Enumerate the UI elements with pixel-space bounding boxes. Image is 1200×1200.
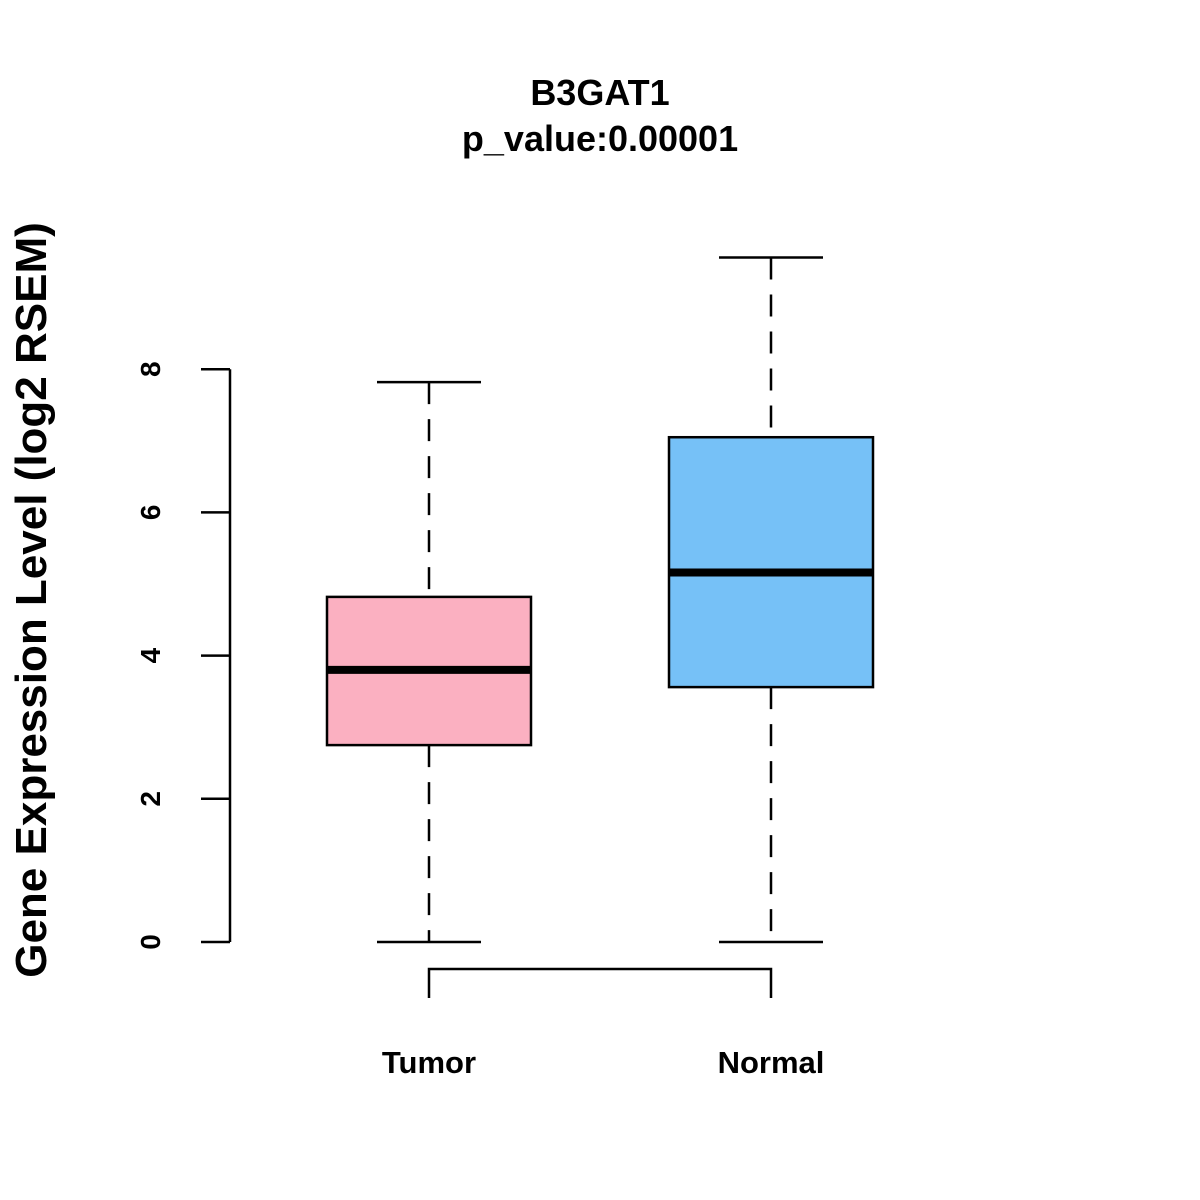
box-series xyxy=(325,256,875,944)
category-labels: Tumor Normal xyxy=(382,1045,824,1080)
y-tick-label-6: 6 xyxy=(135,505,166,521)
y-axis-label: Gene Expression Level (log2 RSEM) xyxy=(7,222,56,978)
normal-iqr-box xyxy=(667,435,875,689)
y-tick-label-4: 4 xyxy=(135,647,166,663)
y-axis: 0 2 4 6 8 xyxy=(135,361,232,950)
x-category-label-tumor: Tumor xyxy=(382,1045,476,1080)
y-tick-label-8: 8 xyxy=(135,361,166,377)
x-category-label-normal: Normal xyxy=(718,1045,825,1080)
comparison-bracket xyxy=(427,967,773,998)
bracket-line xyxy=(427,967,773,998)
y-tick-label-2: 2 xyxy=(135,791,166,807)
chart-title: B3GAT1 xyxy=(530,72,669,113)
chart-subtitle: p_value:0.00001 xyxy=(462,118,738,159)
box-tumor xyxy=(325,380,533,944)
box-normal xyxy=(667,256,875,944)
y-tick-label-0: 0 xyxy=(135,934,166,950)
